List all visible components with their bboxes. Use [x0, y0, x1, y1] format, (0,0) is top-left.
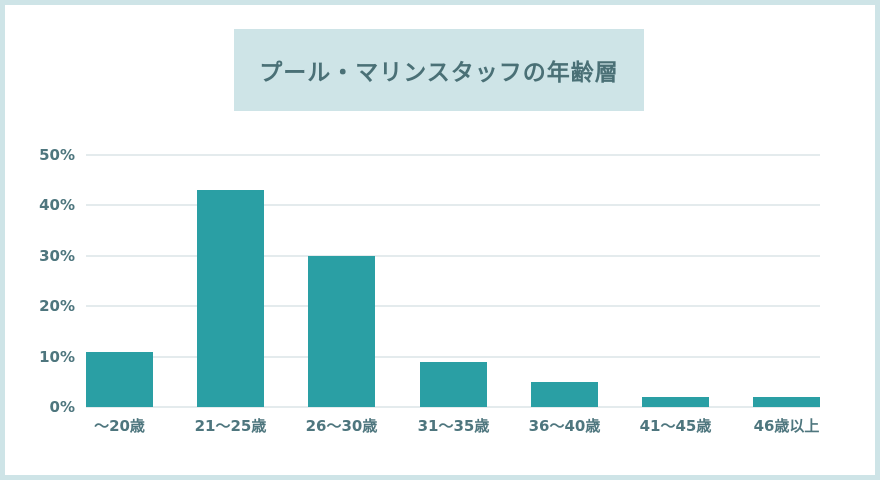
x-axis-category-label: 26～30歳 [305, 417, 378, 435]
chart-title: プール・マリンスタッフの年齢層 [259, 60, 619, 86]
gridline-0 [86, 406, 820, 408]
bar-chart: 0% 10% 20% 30% 40% 50% ～20歳 21～25歳 26～30歳 31～35歳 3… [5, 115, 875, 475]
x-axis-category-label: 31～35歳 [417, 417, 490, 435]
x-axis-category-label: 36～40歳 [528, 417, 601, 435]
gridline-10 [86, 355, 820, 358]
gridline-40 [86, 204, 820, 207]
y-axis-tick-label: 10% [39, 347, 75, 366]
bar-36～40歳 [531, 382, 598, 407]
bar-41～45歳 [642, 397, 709, 407]
plot-area: 0% 10% 20% 30% 40% 50% ～20歳 21～25歳 26～30歳 31～35歳 3… [39, 146, 820, 435]
bar-46歳以上 [753, 397, 820, 407]
y-axis-tick-label: 40% [39, 196, 75, 215]
y-axis-tick-label: 30% [39, 246, 75, 265]
bar-21～25歳 [197, 190, 264, 407]
y-axis-tick-label: 50% [39, 146, 75, 164]
bar-～20歳 [86, 352, 153, 407]
bar-26～30歳 [308, 256, 375, 407]
y-axis-tick-label: 20% [39, 297, 75, 316]
gridline-20 [86, 305, 820, 308]
x-axis-category-label: 21～25歳 [194, 417, 267, 435]
chart-title-box: プール・マリンスタッフの年齢層 [234, 29, 644, 111]
x-axis-category-label: 46歳以上 [753, 417, 820, 435]
x-axis-category-label: 41～45歳 [639, 417, 712, 435]
x-axis-category-label: ～20歳 [94, 417, 145, 435]
bar-31～35歳 [420, 362, 487, 407]
y-axis-tick-label: 0% [49, 398, 75, 416]
gridline-50 [86, 154, 820, 156]
gridline-30 [86, 254, 820, 257]
